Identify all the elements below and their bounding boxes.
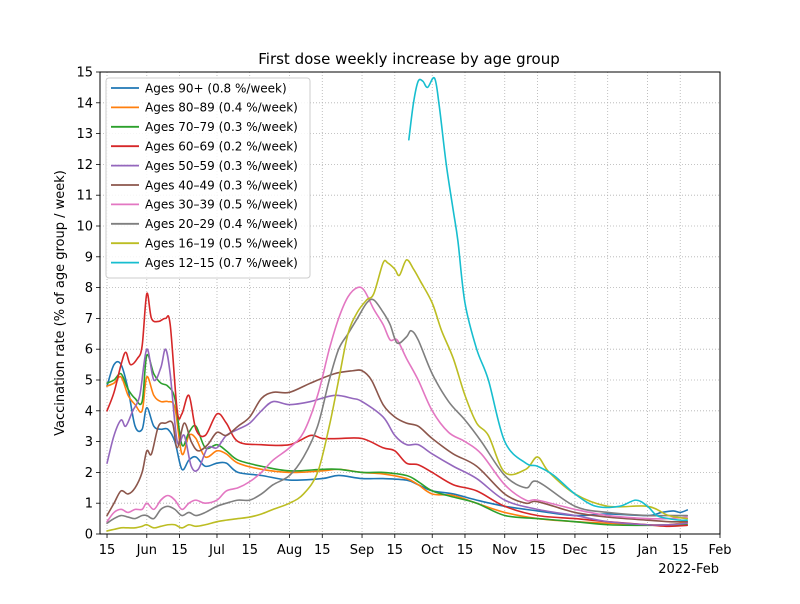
y-tick-label: 1	[85, 497, 93, 512]
series-lines	[106, 76, 689, 532]
legend-entry-label: Ages 70–79 (0.3 %/week)	[145, 120, 298, 134]
legend-entry-label: Ages 12–15 (0.7 %/week)	[145, 256, 298, 270]
y-tick-label: 15	[76, 66, 93, 81]
y-tick-label: 11	[76, 189, 93, 204]
series-line	[106, 369, 689, 523]
x-tick-label: Jun	[136, 543, 157, 558]
y-tick-label: 4	[85, 404, 93, 419]
y-tick-label: 13	[76, 127, 93, 142]
legend-entry-label: Ages 40–49 (0.3 %/week)	[145, 178, 298, 192]
series-line	[106, 286, 689, 523]
chart-title: First dose weekly increase by age group	[258, 50, 560, 68]
x-tick-label: Aug	[277, 543, 302, 558]
x-tick-label: Sep	[350, 543, 375, 558]
series-line	[106, 298, 689, 525]
y-tick-label: 7	[85, 312, 93, 327]
x-tick-label: Oct	[421, 543, 443, 558]
x-axis-ticks: 15 Jun 15 Jul 15 Aug 15 Sep 15 Oct 15 Nov 15 Dec 15 Jan…	[99, 534, 732, 558]
series-line	[106, 348, 689, 526]
y-tick-label: 14	[76, 96, 93, 111]
series-line	[106, 353, 689, 527]
x-tick-label: 15	[672, 543, 689, 558]
legend-entry-label: Ages 80–89 (0.4 %/week)	[145, 101, 298, 115]
y-tick-label: 8	[85, 281, 93, 296]
y-tick-label: 6	[85, 343, 93, 358]
y-axis-label: Vaccination rate (% of age group / week)	[53, 170, 68, 436]
legend-entry-label: Ages 20–29 (0.4 %/week)	[145, 217, 298, 231]
legend-entry-label: Ages 30–39 (0.5 %/week)	[145, 198, 298, 212]
legend: Ages 90+ (0.8 %/week) Ages 80–89 (0.4 %/w…	[105, 77, 311, 279]
x-tick-label: 15	[599, 543, 616, 558]
y-tick-label: 0	[85, 528, 93, 543]
plot-frame	[99, 71, 721, 535]
legend-entry-label: Ages 90+ (0.8 %/week)	[145, 81, 287, 95]
series-line	[106, 375, 689, 526]
y-tick-label: 5	[85, 374, 93, 389]
y-tick-label: 3	[85, 435, 93, 450]
x-tick-label: 15	[241, 543, 258, 558]
x-tick-label: 15	[457, 543, 474, 558]
x-tick-label: 15	[314, 543, 331, 558]
x-tick-label: Jul	[208, 543, 225, 558]
y-tick-label: 12	[76, 158, 93, 173]
legend-box	[105, 77, 311, 279]
x-tick-label: 15	[171, 543, 188, 558]
x-tick-label: 15	[529, 543, 546, 558]
legend-entry-label: Ages 50–59 (0.3 %/week)	[145, 159, 298, 173]
x-tick-label: Dec	[562, 543, 587, 558]
series-line	[408, 76, 689, 522]
x-tick-label: Feb	[708, 543, 731, 558]
x-axis-offset-label: 2022-Feb	[658, 562, 719, 577]
series-line	[106, 259, 689, 532]
y-tick-label: 10	[76, 220, 93, 235]
series-line	[106, 292, 689, 528]
legend-entry-label: Ages 16–19 (0.5 %/week)	[145, 237, 298, 251]
x-tick-label: 15	[99, 543, 116, 558]
x-tick-label: Jan	[636, 543, 657, 558]
x-tick-label: Nov	[492, 543, 518, 558]
y-tick-label: 9	[85, 250, 93, 265]
legend-entry-label: Ages 60–69 (0.2 %/week)	[145, 140, 298, 154]
y-tick-label: 2	[85, 466, 93, 481]
x-tick-label: 15	[387, 543, 404, 558]
